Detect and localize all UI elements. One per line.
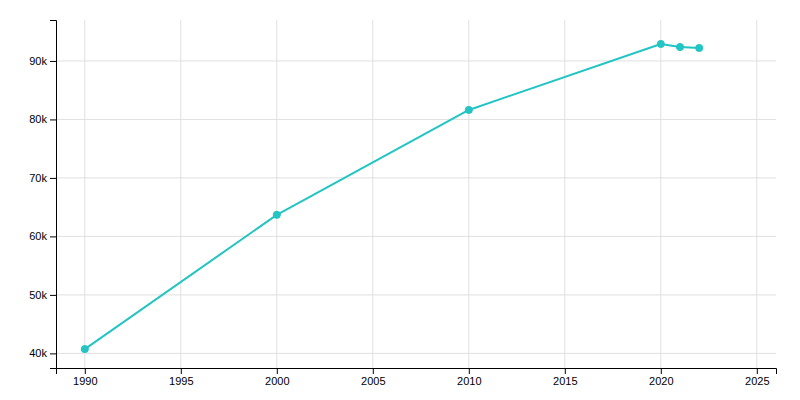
- tick-mark: [50, 236, 56, 237]
- point: [657, 40, 664, 47]
- tick: 2010: [457, 368, 481, 387]
- tick-mark: [373, 368, 374, 374]
- tick-mark: [85, 368, 86, 374]
- tick: 70k: [29, 172, 56, 184]
- tick: 2020: [649, 368, 673, 387]
- y-tick-label: 70k: [29, 172, 47, 184]
- x-tick-label: 1990: [73, 375, 97, 387]
- tick-mark: [50, 61, 56, 62]
- tick: 2000: [265, 368, 289, 387]
- tick: 90k: [29, 55, 56, 67]
- y-tick-label: 80k: [29, 113, 47, 125]
- grid-line: [56, 119, 776, 120]
- x-tick-label: 2005: [361, 375, 385, 387]
- grid: [56, 20, 776, 368]
- chart: 1990 1995 2000 2005 2010 2015 2020 2025 40k 50k 60…: [0, 0, 800, 400]
- grid-line: [56, 177, 776, 178]
- y-axis: 40k 50k 60k 70k 80k 90k: [29, 21, 56, 369]
- tick: 2005: [361, 368, 385, 387]
- tick-mark: [50, 178, 56, 179]
- tick-mark: [181, 368, 182, 374]
- point: [81, 346, 88, 353]
- x-tick-label: 2020: [649, 375, 673, 387]
- axis-line: [57, 369, 777, 375]
- point: [676, 43, 683, 50]
- tick: 80k: [29, 113, 56, 125]
- tick-mark: [277, 368, 278, 374]
- tick-mark: [50, 353, 56, 354]
- grid-line: [180, 20, 181, 368]
- tick-mark: [661, 368, 662, 374]
- x-tick-label: 1995: [169, 375, 193, 387]
- tick: 2015: [553, 368, 577, 387]
- x-axis: 1990 1995 2000 2005 2010 2015 2020 2025: [57, 368, 777, 387]
- tick: 1995: [169, 368, 193, 387]
- grid-line: [56, 236, 776, 237]
- grid-line: [756, 20, 757, 368]
- x-tick-label: 2025: [745, 375, 769, 387]
- plot: 1990 1995 2000 2005 2010 2015 2020 2025 40k 50k 60…: [29, 20, 776, 387]
- tick: 1990: [73, 368, 97, 387]
- point: [465, 106, 472, 113]
- tick-mark: [50, 295, 56, 296]
- tick: 50k: [29, 289, 56, 301]
- x-tick-label: 2000: [265, 375, 289, 387]
- x-tick-label: 2010: [457, 375, 481, 387]
- grid-line: [276, 20, 277, 368]
- line: [85, 44, 699, 349]
- y-tick-label: 40k: [29, 347, 47, 359]
- grid-line: [468, 20, 469, 368]
- grid-line: [660, 20, 661, 368]
- point: [696, 44, 703, 51]
- grid-line: [564, 20, 565, 368]
- tick-mark: [50, 119, 56, 120]
- tick: 2025: [745, 368, 769, 387]
- tick-mark: [469, 368, 470, 374]
- grid-line: [84, 20, 85, 368]
- grid-line: [56, 353, 776, 354]
- y-tick-label: 50k: [29, 289, 47, 301]
- tick: 60k: [29, 230, 56, 242]
- x-tick-label: 2015: [553, 375, 577, 387]
- grid-line: [56, 60, 776, 61]
- tick-mark: [757, 368, 758, 374]
- y-tick-label: 90k: [29, 55, 47, 67]
- point: [273, 211, 280, 218]
- grid-line: [372, 20, 373, 368]
- series: [81, 40, 703, 352]
- y-tick-label: 60k: [29, 230, 47, 242]
- axis-line: [50, 21, 57, 369]
- tick: 40k: [29, 347, 56, 359]
- tick-mark: [565, 368, 566, 374]
